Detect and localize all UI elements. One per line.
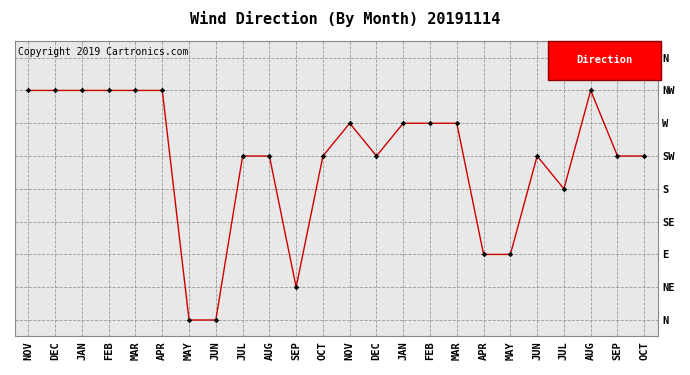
Point [424, 120, 435, 126]
Point [184, 317, 195, 323]
Point [157, 87, 168, 93]
Point [639, 153, 650, 159]
Point [531, 153, 542, 159]
Point [397, 120, 408, 126]
Text: Direction: Direction [576, 56, 633, 65]
Point [290, 284, 302, 290]
Text: Copyright 2019 Cartronics.com: Copyright 2019 Cartronics.com [18, 47, 188, 57]
Point [344, 120, 355, 126]
Point [558, 186, 569, 192]
Text: Wind Direction (By Month) 20191114: Wind Direction (By Month) 20191114 [190, 11, 500, 27]
Point [130, 87, 141, 93]
Point [371, 153, 382, 159]
Point [264, 153, 275, 159]
FancyBboxPatch shape [549, 41, 661, 80]
Point [237, 153, 248, 159]
Point [478, 251, 489, 257]
Point [104, 87, 115, 93]
Point [317, 153, 328, 159]
Point [612, 153, 623, 159]
Point [585, 87, 596, 93]
Point [451, 120, 462, 126]
Point [23, 87, 34, 93]
Point [50, 87, 61, 93]
Point [505, 251, 516, 257]
Point [210, 317, 221, 323]
Point [77, 87, 88, 93]
